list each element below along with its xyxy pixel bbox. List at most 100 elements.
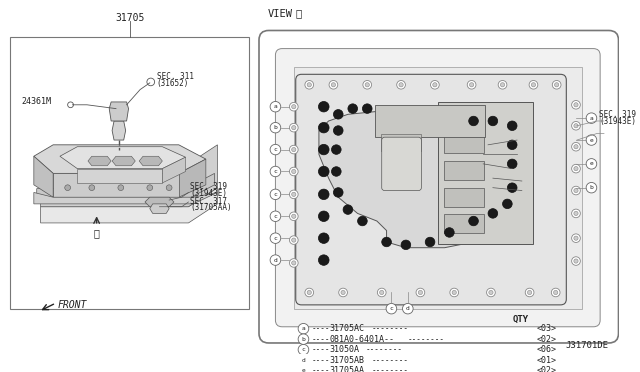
Circle shape — [289, 124, 298, 132]
Circle shape — [348, 104, 358, 113]
FancyBboxPatch shape — [381, 137, 421, 190]
Circle shape — [574, 211, 578, 215]
FancyBboxPatch shape — [438, 102, 534, 244]
Circle shape — [529, 80, 538, 89]
Circle shape — [425, 237, 435, 247]
Circle shape — [118, 185, 124, 190]
Circle shape — [470, 83, 474, 87]
Circle shape — [332, 83, 335, 87]
Circle shape — [270, 255, 281, 265]
Circle shape — [488, 116, 498, 126]
Circle shape — [333, 110, 343, 119]
FancyBboxPatch shape — [444, 134, 484, 153]
Circle shape — [319, 189, 329, 200]
Circle shape — [270, 166, 281, 177]
Text: FRONT: FRONT — [58, 300, 87, 310]
Text: Ⓐ: Ⓐ — [93, 229, 100, 239]
Text: VIEW: VIEW — [268, 9, 292, 19]
Circle shape — [574, 145, 578, 149]
Text: 31050A: 31050A — [330, 345, 360, 354]
Text: --------: -------- — [371, 356, 408, 365]
Circle shape — [68, 102, 74, 108]
Text: d: d — [273, 257, 277, 263]
Circle shape — [270, 122, 281, 133]
FancyBboxPatch shape — [444, 161, 484, 180]
Text: <06>: <06> — [536, 345, 556, 354]
Text: e: e — [589, 138, 593, 142]
Circle shape — [586, 113, 596, 124]
FancyBboxPatch shape — [444, 188, 484, 207]
Text: (31943E): (31943E) — [190, 189, 227, 198]
FancyBboxPatch shape — [296, 74, 566, 305]
Circle shape — [552, 80, 561, 89]
Circle shape — [431, 80, 439, 89]
Text: e: e — [589, 161, 593, 166]
Circle shape — [574, 189, 578, 193]
Circle shape — [307, 291, 312, 295]
Circle shape — [468, 216, 478, 226]
Polygon shape — [179, 159, 206, 197]
Circle shape — [319, 122, 329, 133]
Circle shape — [574, 103, 578, 107]
Text: ----: ---- — [311, 345, 330, 354]
Circle shape — [292, 261, 296, 265]
Text: <01>: <01> — [536, 356, 556, 365]
Circle shape — [527, 291, 532, 295]
Text: SEC. 311: SEC. 311 — [157, 72, 193, 81]
Text: d: d — [301, 357, 305, 363]
Circle shape — [416, 288, 425, 297]
Circle shape — [508, 121, 517, 131]
Polygon shape — [40, 188, 218, 223]
Circle shape — [500, 83, 505, 87]
FancyBboxPatch shape — [275, 49, 600, 327]
Circle shape — [467, 80, 476, 89]
Circle shape — [270, 233, 281, 243]
Text: --------: -------- — [371, 324, 408, 333]
Circle shape — [289, 212, 298, 221]
Polygon shape — [34, 192, 218, 204]
FancyBboxPatch shape — [10, 37, 250, 309]
Polygon shape — [36, 173, 214, 200]
Circle shape — [489, 291, 493, 295]
Text: SEC. 319: SEC. 319 — [599, 110, 636, 119]
Polygon shape — [163, 157, 186, 183]
Text: b: b — [273, 125, 277, 130]
Circle shape — [289, 190, 298, 199]
Circle shape — [289, 259, 298, 267]
Circle shape — [333, 126, 343, 135]
Circle shape — [433, 83, 437, 87]
Circle shape — [572, 209, 580, 218]
FancyBboxPatch shape — [381, 134, 421, 151]
Polygon shape — [139, 156, 163, 166]
Circle shape — [508, 159, 517, 169]
Circle shape — [298, 355, 308, 365]
Text: e: e — [301, 368, 305, 372]
Circle shape — [298, 334, 308, 344]
Circle shape — [450, 288, 458, 297]
Circle shape — [365, 83, 369, 87]
Text: c: c — [390, 306, 393, 311]
Circle shape — [292, 214, 296, 218]
Polygon shape — [150, 204, 169, 214]
Circle shape — [89, 185, 95, 190]
Circle shape — [572, 257, 580, 265]
Circle shape — [147, 185, 153, 190]
Text: ----: ---- — [311, 324, 330, 333]
Text: 24361M: 24361M — [21, 97, 51, 106]
Circle shape — [554, 291, 558, 295]
Circle shape — [572, 234, 580, 243]
Text: Ⓐ: Ⓐ — [296, 9, 302, 19]
Circle shape — [270, 211, 281, 221]
Text: c: c — [273, 192, 277, 197]
Circle shape — [307, 83, 312, 87]
Circle shape — [378, 288, 386, 297]
Circle shape — [358, 216, 367, 226]
Circle shape — [525, 288, 534, 297]
Circle shape — [586, 182, 596, 193]
Circle shape — [399, 83, 403, 87]
Circle shape — [270, 144, 281, 155]
Text: ----: ---- — [311, 356, 330, 365]
Text: <02>: <02> — [536, 366, 556, 372]
Circle shape — [298, 344, 308, 355]
Circle shape — [319, 233, 329, 243]
